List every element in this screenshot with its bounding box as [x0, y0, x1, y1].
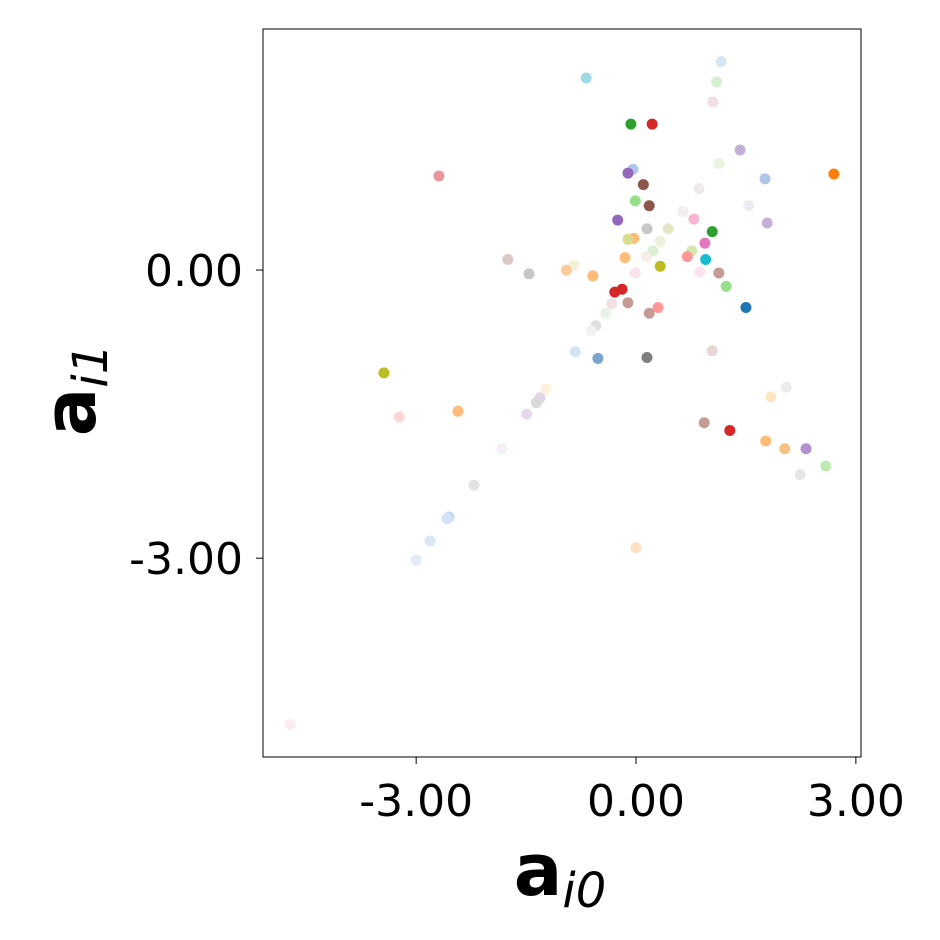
- point: [433, 170, 445, 182]
- point: [452, 405, 464, 417]
- point: [424, 535, 436, 547]
- point: [585, 325, 597, 337]
- point: [643, 307, 655, 319]
- point: [629, 195, 641, 207]
- point: [724, 424, 736, 436]
- x-tick-label: 3.00: [807, 776, 905, 827]
- point: [706, 345, 718, 357]
- x-label-sub: i0: [562, 863, 606, 919]
- point: [496, 443, 508, 455]
- y-label-sub: i1: [63, 344, 119, 388]
- point: [619, 252, 631, 264]
- point: [410, 554, 422, 566]
- x-tick-label: 0.00: [587, 776, 685, 827]
- point: [694, 266, 706, 278]
- point: [828, 168, 840, 180]
- point: [587, 270, 599, 282]
- point: [622, 167, 634, 179]
- point: [681, 251, 693, 263]
- point: [794, 469, 806, 481]
- point: [612, 214, 624, 226]
- point: [640, 251, 652, 263]
- point: [654, 235, 666, 247]
- point: [540, 383, 552, 395]
- point: [637, 179, 649, 191]
- point: [734, 144, 746, 156]
- point: [677, 205, 689, 217]
- point: [779, 443, 791, 455]
- point: [715, 56, 727, 68]
- point: [393, 411, 405, 423]
- point: [641, 351, 653, 363]
- point: [820, 460, 832, 472]
- point: [625, 118, 637, 130]
- point: [700, 254, 712, 266]
- y-label-base: a: [28, 388, 112, 437]
- y-tick-label: -3.00: [129, 534, 243, 585]
- point: [569, 346, 581, 358]
- point: [622, 233, 634, 245]
- point: [616, 283, 628, 295]
- point: [711, 76, 723, 88]
- x-axis-label: ai0: [514, 828, 606, 919]
- point: [560, 264, 572, 276]
- point: [780, 381, 792, 393]
- point: [502, 254, 514, 266]
- point: [441, 513, 453, 525]
- point: [652, 302, 664, 314]
- point: [641, 223, 653, 235]
- point: [530, 397, 542, 409]
- point: [698, 417, 710, 429]
- point: [521, 408, 533, 420]
- point: [765, 391, 777, 403]
- point: [707, 96, 719, 108]
- point: [630, 542, 642, 554]
- point: [606, 298, 618, 310]
- point: [713, 267, 725, 279]
- point: [580, 72, 592, 84]
- point: [646, 118, 658, 130]
- point: [284, 718, 296, 730]
- point: [720, 280, 732, 292]
- point: [643, 200, 655, 212]
- point: [699, 237, 711, 249]
- point: [693, 182, 705, 194]
- point: [622, 297, 634, 309]
- point: [688, 213, 700, 225]
- point: [761, 217, 773, 229]
- y-axis-label: ai1: [28, 344, 119, 436]
- x-tick-label: -3.00: [359, 776, 473, 827]
- point: [759, 173, 771, 185]
- point: [713, 157, 725, 169]
- point: [654, 260, 666, 272]
- point: [523, 268, 535, 280]
- point: [468, 479, 480, 491]
- point: [600, 307, 612, 319]
- point: [800, 443, 812, 455]
- point: [662, 223, 674, 235]
- point: [743, 200, 755, 212]
- point: [740, 302, 752, 314]
- point: [592, 352, 604, 364]
- point: [760, 435, 772, 447]
- plot-frame: [262, 28, 862, 758]
- point: [706, 226, 718, 238]
- point: [629, 267, 641, 279]
- y-tick-label: 0.00: [145, 246, 243, 297]
- point: [378, 367, 390, 379]
- x-label-base: a: [514, 828, 563, 912]
